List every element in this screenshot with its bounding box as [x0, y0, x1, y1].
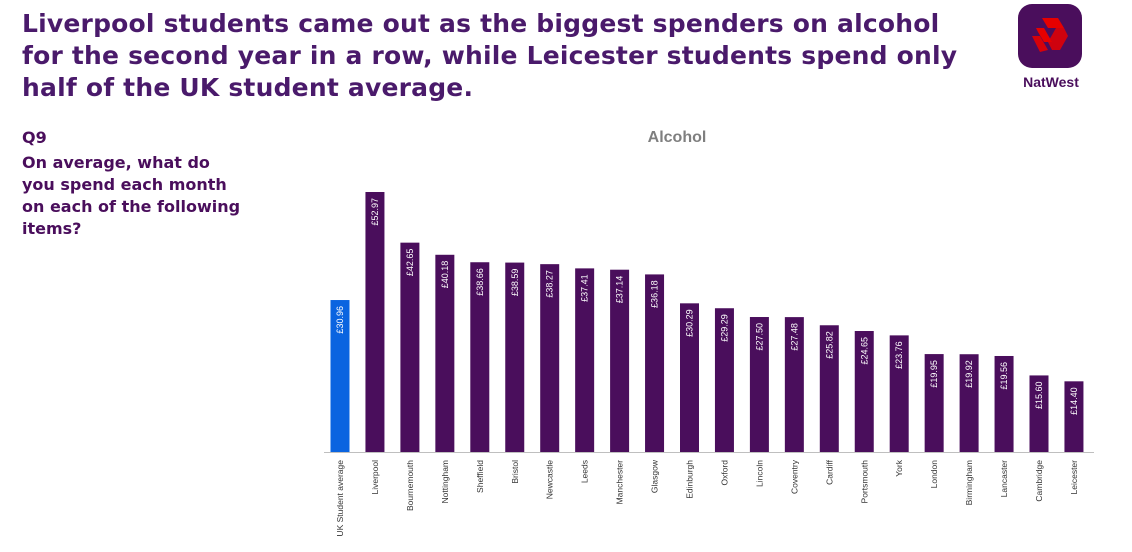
- category-label: Bristol: [510, 460, 520, 484]
- headline: Liverpool students came out as the bigge…: [22, 9, 958, 102]
- bar-uk-student-average: [330, 300, 350, 452]
- data-label: £30.29: [685, 309, 695, 337]
- bar-bournemouth: [400, 242, 420, 452]
- data-label: £38.59: [510, 269, 520, 297]
- bar-lancaster: [994, 355, 1014, 452]
- bar-liverpool: [365, 192, 385, 452]
- data-label: £27.50: [754, 323, 764, 351]
- data-label: £27.48: [789, 323, 799, 351]
- bar-london: [924, 354, 944, 452]
- bar-portsmouth: [854, 331, 874, 452]
- data-label: £25.82: [824, 331, 834, 359]
- data-label: £15.60: [1034, 381, 1044, 409]
- bar-leeds: [575, 268, 595, 452]
- data-label: £52.97: [370, 198, 380, 226]
- question-number: Q9: [22, 128, 47, 147]
- data-label: £23.76: [894, 341, 904, 369]
- category-label: Oxford: [719, 460, 729, 486]
- category-label: Birmingham: [964, 460, 974, 505]
- question-text: On average, what do you spend each month…: [22, 153, 241, 238]
- data-label: £37.41: [580, 274, 590, 302]
- category-label: Lincoln: [754, 460, 764, 487]
- category-label: York: [894, 459, 904, 476]
- category-label: Edinburgh: [685, 460, 695, 499]
- category-label: Cambridge: [1034, 460, 1044, 502]
- bar-leicester: [1064, 381, 1084, 452]
- category-label: Portsmouth: [859, 460, 869, 504]
- natwest-logo-text: NatWest: [1023, 74, 1079, 90]
- bar-york: [889, 335, 909, 452]
- data-label: £29.29: [719, 314, 729, 342]
- bar-nottingham: [435, 254, 455, 452]
- category-label: Liverpool: [370, 460, 380, 495]
- natwest-logo: NatWest: [1018, 4, 1084, 94]
- bar-cardiff: [819, 325, 839, 452]
- bar-bristol: [505, 262, 525, 452]
- data-label: £19.92: [964, 360, 974, 388]
- chart-title: Alcohol: [648, 129, 707, 146]
- category-label: Bournemouth: [405, 460, 415, 511]
- data-label: £42.65: [405, 249, 415, 277]
- bar-sheffield: [470, 262, 490, 452]
- bar-birmingham: [959, 354, 979, 452]
- category-label: Leicester: [1069, 460, 1079, 495]
- bar-newcastle: [540, 264, 560, 452]
- data-label: £38.66: [475, 268, 485, 296]
- data-label: £37.14: [615, 276, 625, 304]
- bar-lincoln: [749, 317, 769, 452]
- category-label: Newcastle: [545, 460, 555, 499]
- bar-oxford: [714, 308, 734, 452]
- category-label: Coventry: [789, 459, 799, 494]
- category-label: Lancaster: [999, 460, 1009, 497]
- bar-glasgow: [645, 274, 665, 452]
- bar-cambridge: [1029, 375, 1049, 452]
- category-label: Manchester: [615, 460, 625, 505]
- category-label: Glasgow: [650, 459, 660, 493]
- data-label: £30.96: [335, 306, 345, 334]
- category-label: Sheffield: [475, 460, 485, 493]
- data-label: £36.18: [650, 280, 660, 308]
- data-label: £19.56: [999, 362, 1009, 390]
- bar-coventry: [784, 317, 804, 452]
- category-label: Leeds: [580, 460, 590, 483]
- data-label: £24.65: [859, 337, 869, 365]
- category-label: Cardiff: [824, 459, 834, 485]
- category-label: London: [929, 460, 939, 489]
- bar-edinburgh: [680, 303, 699, 452]
- natwest-logo-icon: [1018, 4, 1082, 68]
- bar-manchester: [610, 269, 630, 452]
- data-label: £38.27: [545, 270, 555, 298]
- data-label: £40.18: [440, 261, 450, 289]
- data-label: £19.95: [929, 360, 939, 388]
- category-label: Nottingham: [440, 460, 450, 503]
- category-label: UK Student average: [335, 460, 345, 537]
- data-label: £14.40: [1069, 387, 1079, 415]
